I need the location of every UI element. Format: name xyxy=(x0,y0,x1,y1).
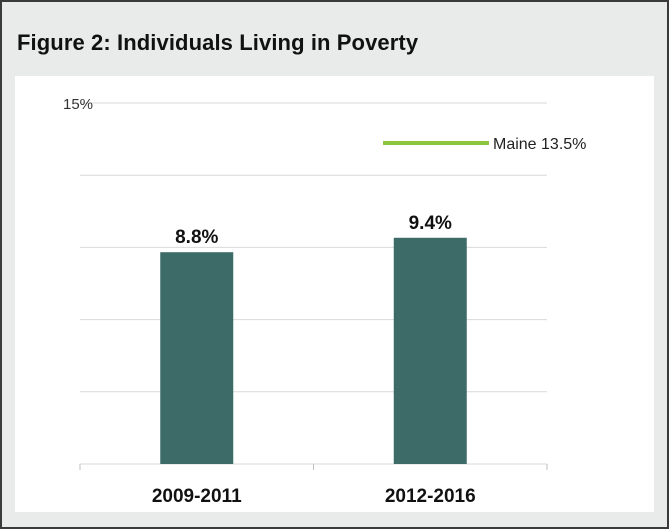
data-labels: 8.8% 9.4% xyxy=(175,213,452,248)
legend: Maine 13.5% xyxy=(383,136,586,153)
figure-title: Figure 2: Individuals Living in Poverty xyxy=(17,30,419,55)
gridlines xyxy=(80,102,547,393)
y-tick-label: 15% xyxy=(63,96,93,113)
x-tick-label: 2012-2016 xyxy=(385,486,476,507)
bar-2012-2016 xyxy=(393,237,467,464)
data-label: 8.8% xyxy=(175,227,218,248)
benchmark-legend-label: Maine 13.5% xyxy=(493,136,586,153)
x-axis: 15% 2009-2011 2012-2016 xyxy=(63,96,548,507)
poverty-bar-chart: 15% 2009-2011 2012-2016 8.8% 9.4% Maine 13.… xyxy=(63,96,586,507)
bars xyxy=(160,237,467,464)
chart-panel: 15% 2009-2011 2012-2016 8.8% 9.4% Maine 13.… xyxy=(15,76,654,512)
data-label: 9.4% xyxy=(409,213,452,234)
bar-2009-2011 xyxy=(160,252,234,464)
x-tick-label: 2009-2011 xyxy=(152,486,242,507)
